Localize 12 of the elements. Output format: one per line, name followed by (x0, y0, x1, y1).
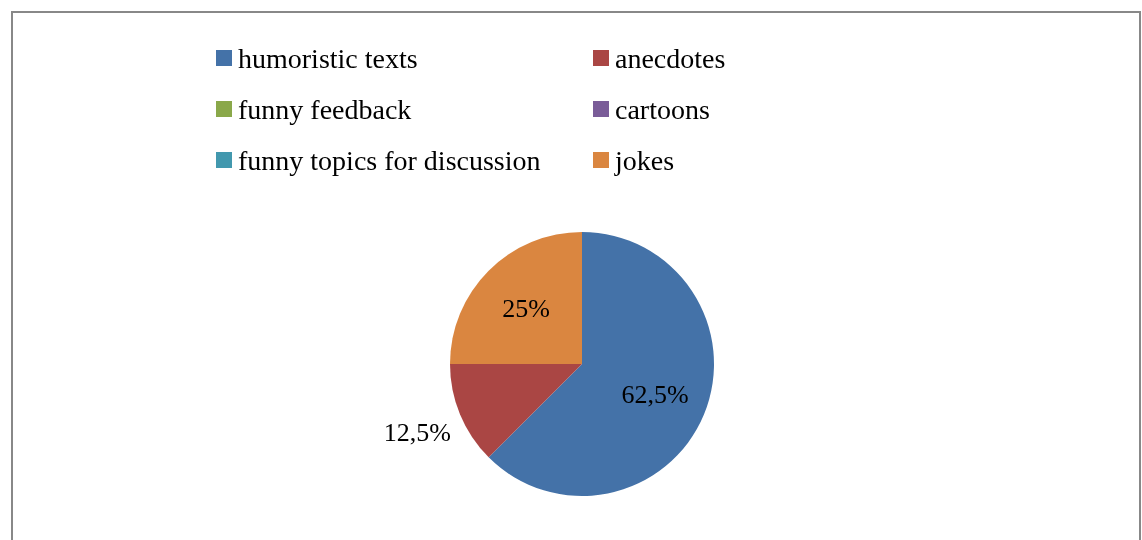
data-label: 12,5% (383, 417, 451, 447)
data-label: 62,5% (621, 379, 689, 409)
pie-slice (450, 232, 582, 364)
legend-label: anecdotes (615, 42, 726, 74)
legend-label: funny feedback (238, 93, 412, 125)
pie-slice (488, 232, 714, 496)
legend-label: jokes (614, 144, 675, 176)
data-label: 25% (502, 293, 550, 323)
legend-label: funny topics for discussion (238, 144, 541, 176)
pie-slice (450, 364, 582, 458)
legend-label: cartoons (615, 93, 710, 125)
legend-label: humoristic texts (238, 42, 418, 74)
